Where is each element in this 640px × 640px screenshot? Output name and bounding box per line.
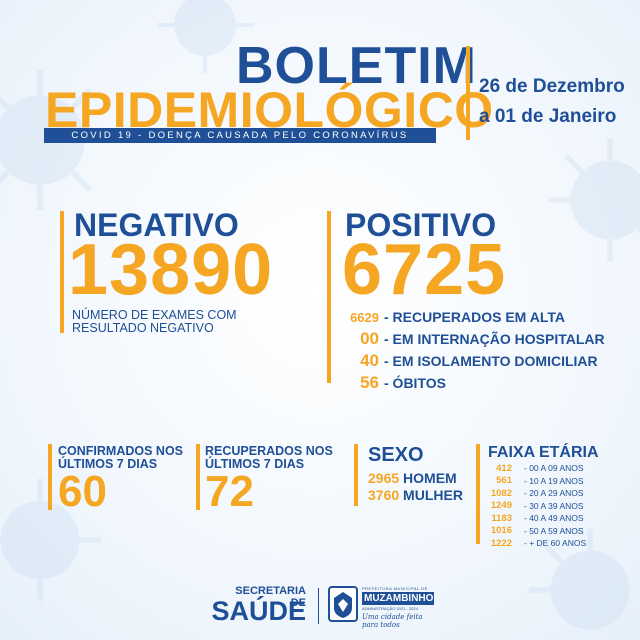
faixa-label: - 00 A 09 ANOS: [524, 463, 584, 474]
list-item: 412 - 00 A 09 ANOS: [478, 462, 586, 475]
positivo-bar: [327, 211, 331, 383]
list-item: 1016 - 50 A 59 ANOS: [478, 525, 586, 538]
sexo-value: 3760: [368, 487, 400, 503]
virus-decoration-icon: [548, 138, 640, 262]
footer-divider: [318, 588, 319, 624]
confirmados-line1: CONFIRMADOS NOS: [58, 444, 183, 458]
faixa-bar: [476, 444, 480, 544]
positivo-item-value: 56: [360, 373, 379, 392]
faixa-value: 1082: [490, 487, 512, 499]
negativo-description: NÚMERO DE EXAMES COM RESULTADO NEGATIVO: [72, 309, 272, 335]
sexo-label: HOMEM: [403, 470, 457, 486]
confirmados-title: CONFIRMADOS NOS ÚLTIMOS 7 DIAS: [58, 445, 183, 471]
bulletin-title-line1: BOLETIM: [236, 37, 477, 95]
list-item: 1183 - 40 A 49 ANOS: [478, 512, 586, 525]
faixa-label: - + DE 60 ANOS: [524, 538, 587, 549]
date-line2: a 01 de Janeiro: [479, 106, 617, 127]
positivo-item-label: - EM ISOLAMENTO DOMICILIAR: [384, 353, 598, 369]
faixa-title: FAIXA ETÁRIA: [488, 444, 599, 461]
recuperados-title: RECUPERADOS NOS ÚLTIMOS 7 DIAS: [205, 445, 333, 471]
faixa-value: 1016: [490, 525, 512, 537]
recuperados-line1: RECUPERADOS NOS: [205, 444, 333, 458]
faixa-label: - 30 A 39 ANOS: [524, 500, 584, 511]
bulletin-subtitle: COVID 19 - DOENÇA CAUSADA PELO CORONAVÍR…: [44, 128, 436, 143]
virus-decoration-icon: [528, 528, 630, 630]
faixa-list: 412 - 00 A 09 ANOS 561 - 10 A 19 ANOS 1082…: [478, 462, 586, 550]
list-item: 56 - ÓBITOS: [336, 372, 636, 394]
faixa-value: 1249: [490, 500, 512, 512]
date-line1: 26 de Dezembro: [479, 76, 625, 97]
city-name: MUZAMBINHO: [362, 592, 434, 605]
list-item: 3760 MULHER: [368, 487, 463, 504]
positivo-title: POSITIVO: [345, 207, 497, 243]
negativo-title: NEGATIVO: [74, 207, 239, 243]
sexo-title: SEXO: [368, 444, 424, 466]
positivo-item-label: - RECUPERADOS EM ALTA: [384, 309, 565, 325]
saude-label: SAÚDE: [211, 596, 306, 626]
faixa-value: 1222: [490, 537, 512, 549]
positivo-item-value: 6629: [350, 309, 379, 325]
faixa-label: - 10 A 19 ANOS: [524, 475, 584, 486]
list-item: 40 - EM ISOLAMENTO DOMICILIAR: [336, 350, 636, 372]
faixa-value: 412: [496, 462, 512, 474]
confirmados-bar: [48, 444, 52, 510]
list-item: 2965 HOMEM: [368, 470, 463, 487]
virus-decoration-icon: [156, 0, 254, 74]
bulletin-title-line2: EPIDEMIOLÓGICO: [45, 82, 494, 138]
recuperados-bar: [196, 444, 200, 510]
sexo-list: 2965 HOMEM 3760 MULHER: [368, 470, 463, 504]
virus-decoration-icon: [0, 478, 102, 602]
city-slogan: Uma cidade feita para todos: [362, 613, 423, 629]
sexo-label: MULHER: [403, 487, 463, 503]
header-divider: [466, 46, 470, 140]
city-top-label: PREFEITURA MUNICIPAL DE: [362, 586, 428, 591]
city-admin: ADMINISTRAÇÃO 2021 - 2024: [362, 606, 418, 611]
positivo-item-label: - ÓBITOS: [384, 375, 446, 391]
positivo-item-value: 00: [360, 329, 379, 348]
faixa-label: - 50 A 59 ANOS: [524, 525, 584, 536]
sexo-bar: [354, 444, 358, 506]
positivo-breakdown: 6629 - RECUPERADOS EM ALTA 00 - EM INTER…: [336, 306, 636, 394]
date-range: 26 de Dezembro a 01 de Janeiro: [479, 72, 625, 132]
positivo-item-label: - EM INTERNAÇÃO HOSPITALAR: [384, 331, 605, 347]
faixa-label: - 40 A 49 ANOS: [524, 513, 584, 524]
recuperados-value: 72: [205, 467, 254, 516]
confirmados-value: 60: [58, 467, 107, 516]
positivo-item-value: 40: [360, 351, 379, 370]
faixa-value: 561: [496, 475, 512, 487]
list-item: 1222 - + DE 60 ANOS: [478, 537, 586, 550]
list-item: 561 - 10 A 19 ANOS: [478, 475, 586, 488]
negativo-desc-line2: RESULTADO NEGATIVO: [72, 321, 214, 335]
negativo-value: 13890: [68, 230, 274, 310]
sexo-value: 2965: [368, 470, 400, 486]
city-logo: PREFEITURA MUNICIPAL DE MUZAMBINHO ADMIN…: [362, 586, 434, 629]
recuperados-line2: ÚLTIMOS 7 DIAS: [205, 457, 305, 471]
faixa-value: 1183: [491, 512, 512, 524]
negativo-desc-line1: NÚMERO DE EXAMES COM: [72, 308, 237, 322]
list-item: 00 - EM INTERNAÇÃO HOSPITALAR: [336, 328, 636, 350]
positivo-value: 6725: [342, 230, 507, 310]
list-item: 1082 - 20 A 29 ANOS: [478, 487, 586, 500]
list-item: 1249 - 30 A 39 ANOS: [478, 500, 586, 513]
faixa-label: - 20 A 29 ANOS: [524, 488, 584, 499]
confirmados-line2: ÚLTIMOS 7 DIAS: [58, 457, 158, 471]
secretaria-label: SECRETARIA DE: [235, 585, 306, 609]
list-item: 6629 - RECUPERADOS EM ALTA: [336, 306, 636, 328]
city-crest-icon: [328, 586, 358, 622]
negativo-bar: [60, 211, 64, 333]
